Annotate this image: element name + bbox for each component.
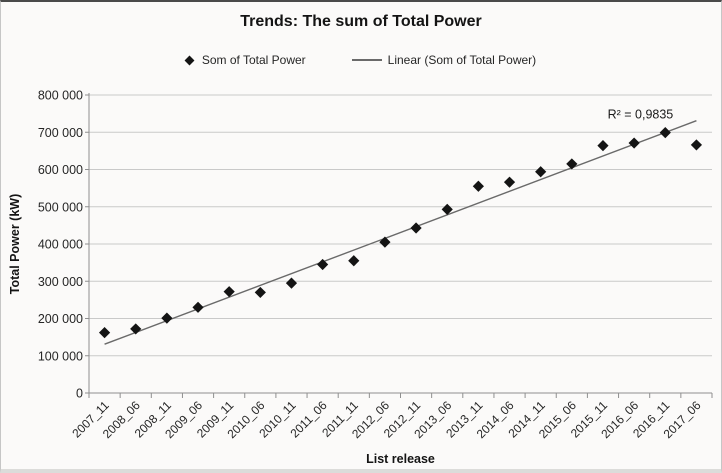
r-squared-annotation: R² = 0,9835 bbox=[608, 108, 674, 122]
data-point bbox=[441, 203, 453, 215]
data-point bbox=[254, 286, 266, 299]
y-tick-labels: 0 100 000 200 000 300 000 400 000 500 000 600 … bbox=[38, 89, 83, 401]
y-tick-label: 400 000 bbox=[38, 238, 83, 252]
data-point bbox=[628, 137, 640, 149]
data-point bbox=[98, 327, 111, 339]
data-point bbox=[503, 176, 516, 188]
data-point bbox=[597, 140, 609, 152]
line-marker-icon bbox=[351, 59, 382, 61]
legend-item-trendline: Linear (Som of Total Power) bbox=[351, 53, 537, 67]
chart-legend: Som of Total Power Linear (Som of Total … bbox=[1, 53, 721, 67]
x-axis-title: List release bbox=[366, 452, 435, 466]
data-point bbox=[285, 277, 298, 289]
data-point bbox=[379, 236, 391, 248]
data-point bbox=[410, 222, 422, 234]
data-point bbox=[472, 180, 484, 192]
y-tick-label: 0 bbox=[76, 387, 83, 401]
y-tick-label: 200 000 bbox=[38, 312, 83, 326]
data-point bbox=[130, 323, 142, 335]
data-point bbox=[690, 139, 703, 151]
y-tick-label: 500 000 bbox=[38, 200, 83, 214]
data-point bbox=[566, 158, 578, 170]
y-tick-label: 300 000 bbox=[38, 275, 83, 289]
trendline bbox=[104, 120, 697, 345]
data-point bbox=[192, 301, 204, 313]
x-axis bbox=[88, 392, 713, 398]
data-point bbox=[348, 255, 360, 267]
data-point bbox=[161, 312, 173, 324]
data-point bbox=[317, 258, 329, 271]
legend-item-series: Som of Total Power bbox=[184, 53, 306, 67]
y-tick-label: 600 000 bbox=[38, 163, 83, 177]
y-gridlines bbox=[89, 94, 712, 357]
y-tick-label: 100 000 bbox=[38, 349, 83, 363]
y-tick-label: 700 000 bbox=[38, 126, 83, 140]
y-tick-label: 800 000 bbox=[38, 89, 83, 103]
x-tick-labels: 2007_112008_062008_112009_062009_112010_… bbox=[69, 398, 703, 441]
legend-series-label: Som of Total Power bbox=[201, 53, 306, 67]
y-axis bbox=[85, 93, 90, 394]
chart-title: Trends: The sum of Total Power bbox=[240, 13, 482, 30]
data-point bbox=[535, 166, 547, 178]
legend-trendline-label: Linear (Som of Total Power) bbox=[387, 53, 537, 67]
data-point bbox=[223, 286, 235, 298]
data-series-points bbox=[98, 127, 703, 339]
data-point bbox=[659, 127, 671, 139]
